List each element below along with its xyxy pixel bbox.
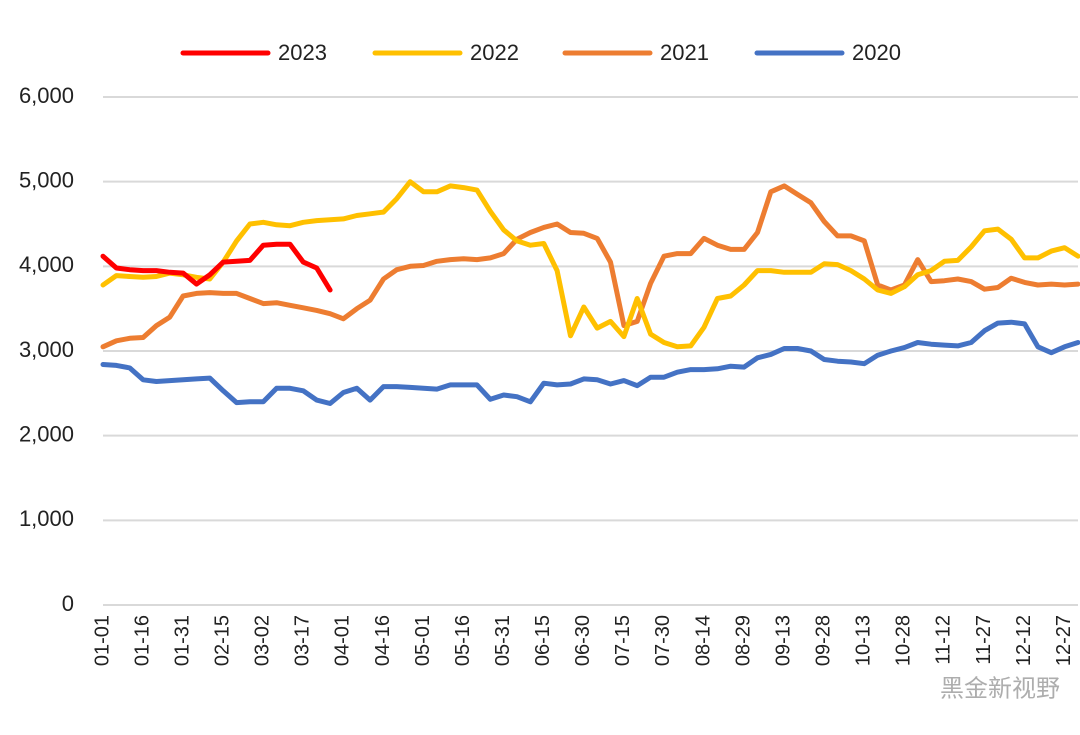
y-tick-label: 3,000 [19,337,74,362]
y-tick-label: 2,000 [19,421,74,446]
x-tick-label: 01-01 [91,615,113,666]
x-tick-label: 05-31 [492,615,514,666]
y-tick-label: 6,000 [19,83,74,108]
x-tick-label: 06-30 [572,615,594,666]
x-tick-label: 11-27 [973,615,995,665]
x-tick-label: 09-13 [772,615,794,666]
x-tick-label: 07-15 [612,615,634,666]
x-tick-label: 10-13 [853,615,875,666]
legend-label: 2020 [852,40,901,65]
x-tick-label: 12-12 [1013,615,1035,666]
y-tick-label: 0 [62,591,74,616]
y-tick-label: 5,000 [19,167,74,192]
x-tick-label: 05-01 [412,615,434,666]
x-tick-label: 09-28 [813,615,835,666]
x-tick-label: 05-16 [452,615,474,666]
series-line [100,179,1080,350]
x-tick-label: 12-27 [1053,615,1075,666]
series-line [100,319,1080,406]
x-tick-label: 03-02 [252,615,274,666]
x-tick-label: 07-30 [652,615,674,666]
x-tick-label: 02-15 [211,615,233,666]
legend-label: 2023 [278,40,327,65]
legend-label: 2022 [470,40,519,65]
x-tick-label: 01-16 [131,615,153,666]
x-tick-label: 08-14 [692,615,714,666]
x-tick-label: 10-28 [893,615,915,666]
series-line [100,241,333,293]
series-line [100,183,1080,350]
x-tick-label: 11-12 [933,615,955,665]
y-tick-label: 1,000 [19,506,74,531]
watermark: 黑金新视野 [940,675,1060,702]
x-tick-label: 01-31 [171,615,193,666]
x-tick-label: 04-16 [372,615,394,666]
legend-label: 2021 [660,40,709,65]
x-tick-label: 03-17 [292,615,314,666]
y-tick-label: 4,000 [19,252,74,277]
x-tick-label: 08-29 [732,615,754,666]
x-tick-label: 04-01 [332,615,354,666]
x-tick-label: 06-15 [532,615,554,666]
